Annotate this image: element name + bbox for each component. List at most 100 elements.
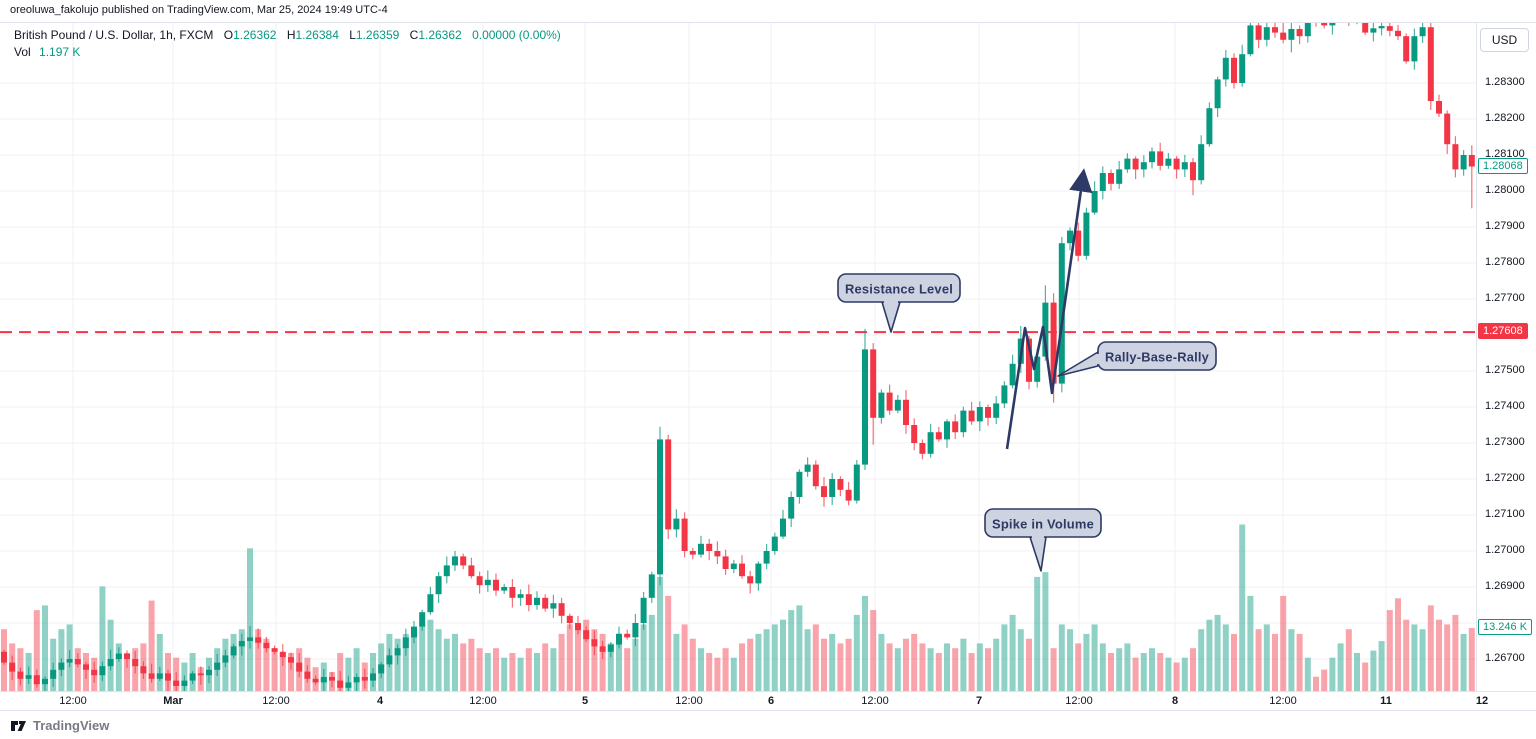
callout-tail-spike-in-volume[interactable] [1029,536,1047,572]
chart-legend: British Pound / U.S. Dollar, 1h, FXCM O1… [14,27,561,61]
time-axis[interactable]: 12:00 Mar 12:00 4 12:00 5 12:00 6 12:00 7 12:00 8 12… [0,691,1536,712]
candle-body [140,666,147,674]
candle-body [484,579,491,586]
candle-body [525,594,532,605]
volume-bar [763,629,770,691]
candle-body [255,637,262,643]
candle-body [411,626,417,638]
volume-bar [74,648,81,691]
candle-body [780,518,786,537]
volume-bar [1099,643,1106,691]
candle-body [1419,27,1426,37]
candle-body [747,576,754,584]
callout-label-rally-base-rally[interactable]: Rally-Base-Rally [1105,350,1210,365]
volume-bar [427,619,434,691]
price-chart-canvas[interactable]: Resistance Level Rally-Base-Rally Spike in… [0,23,1476,691]
candle-body [591,639,598,647]
volume-bar [771,624,778,691]
candle-body [616,633,622,645]
volume-bar [1403,619,1410,691]
chart-pane[interactable]: Resistance Level Rally-Base-Rally Spike in… [0,22,1536,712]
time-axis-label: 12:00 [675,695,703,707]
candle-body [124,653,130,659]
volume-bar [796,605,803,691]
candle-body [730,563,737,569]
volume-bar [247,548,253,691]
volume-bar [534,653,540,691]
candle-body [845,489,852,501]
candle-body [755,563,762,584]
volume-bar [1026,638,1032,691]
volume-bar [279,653,286,691]
candle-body [1395,30,1401,37]
candle-body [673,518,680,530]
price-axis-label: 1.26700 [1485,652,1525,664]
candle-body [911,425,918,443]
candle-body [886,392,893,411]
candle-body [763,551,770,564]
candle-body [337,680,344,688]
volume-bar [1419,629,1426,691]
volume-bar [812,624,819,691]
candle-body [583,630,590,640]
candle-body [1370,28,1377,33]
volume-bar [271,648,278,691]
candle-body [878,392,885,418]
candle-body [1280,32,1287,40]
volume-bar [1386,610,1393,691]
candle-body [206,669,212,676]
candle-body [181,680,188,686]
volume-bar [402,633,409,691]
low-value: 1.26359 [355,28,400,42]
volume-bar [1198,629,1205,691]
volume-bar [935,653,942,691]
volume-bar [566,624,573,691]
candle-body [263,642,270,649]
volume-bar [1239,524,1246,691]
candle-body [476,576,483,586]
candle-body [1140,162,1147,170]
callout-label-resistance-level[interactable]: Resistance Level [845,282,953,297]
candle-body [402,637,409,649]
candle-body [501,587,508,591]
price-axis-label: 1.27900 [1485,220,1525,232]
candle-body [1050,302,1057,384]
volume-bar [443,638,450,691]
candle-body [1444,113,1451,145]
currency-toggle-button[interactable]: USD [1480,28,1529,52]
price-axis[interactable]: 1.28068 1.27608 13.246 K 1.28300 1.28200 1… [1476,23,1536,691]
candle-body [1,651,7,663]
candle-body [1091,191,1098,213]
candle-body [230,646,237,656]
callout-tail-resistance-level[interactable] [881,301,901,333]
candle-body [1116,169,1123,184]
volume-bar [681,624,688,691]
volume-bar [1091,624,1098,691]
tradingview-brand-link[interactable]: TradingView [10,717,109,734]
volume-bar [1083,633,1090,691]
volume-bar [1296,633,1303,691]
volume-bar [698,648,704,691]
candle-body [165,673,171,681]
candle-body [1247,25,1254,55]
volume-bar [550,648,557,691]
candle-body [632,623,639,638]
volume-bar [255,629,262,691]
volume-bar [665,595,672,691]
volume-bar [484,653,491,691]
candle-body [214,662,221,670]
candle-body [378,664,385,674]
callout-label-spike-in-volume[interactable]: Spike in Volume [992,517,1094,532]
callout-box-resistance-level[interactable] [837,273,961,303]
volume-bar [722,648,729,691]
price-axis-label: 1.27300 [1485,436,1525,448]
candle-body [1083,212,1090,256]
candle-body [689,551,696,555]
symbol-title: British Pound / U.S. Dollar, 1h, FXCM [14,28,214,42]
rally-base-rally-trendline[interactable] [1005,168,1093,450]
candle-body [148,673,155,679]
close-label: C [409,28,419,42]
volume-bar [1345,629,1352,691]
volume-bar [591,629,598,691]
volume-bar [156,633,163,691]
